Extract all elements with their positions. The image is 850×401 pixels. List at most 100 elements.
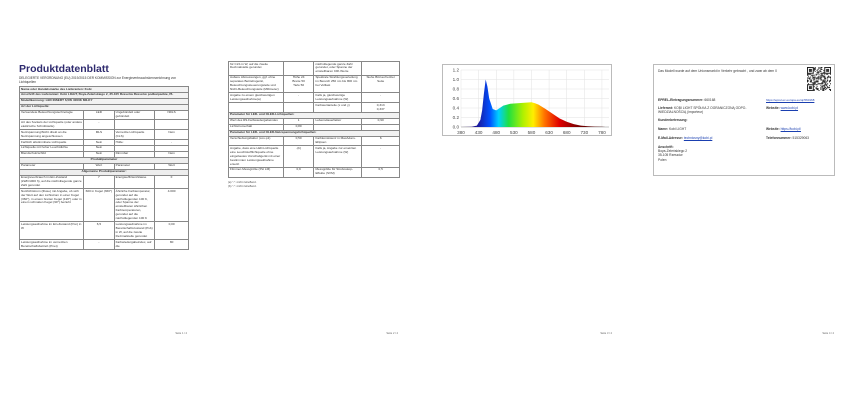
table-cell: F	[154, 174, 189, 190]
intro-text: Das Modell wurde auf dem Unionsmarkt in …	[658, 69, 777, 73]
website2-link[interactable]: https://kobi.pl/	[780, 127, 801, 131]
address-line: 35-105 Rzeszów	[658, 153, 683, 158]
page-title: Produktdatenblatt	[19, 63, 109, 75]
table-row: Verwendete Beleuchtungstechnologie LED Ung…	[18, 109, 189, 121]
table-cell: Angabe, dass eine LED-Lichtquelle eine L…	[228, 145, 284, 168]
table-cell: Vernetzte Lichtquelle (CLS)	[113, 129, 156, 141]
website-link[interactable]: www.kobi.pl	[780, 106, 799, 110]
table-cell: für CLS in W, auf die zweite Dezimalstel…	[228, 61, 284, 76]
eprel-link[interactable]: https://eprel.ec.europa.eu/qr/660168	[766, 98, 815, 102]
table-cell: Art der Lichtquelle:	[19, 103, 189, 111]
table-row: Netzspannung/Nicht direkt an die Netzspa…	[18, 129, 189, 141]
table-cell: Falls ja, Angabe zur ersetzten Leistungs…	[313, 145, 363, 168]
address-line: Polen	[658, 157, 667, 162]
table-cell: 600 in Kugel (360°)	[83, 188, 115, 223]
table-row: Leistungsaufnahme im Ein-Zustand (Pon) i…	[18, 221, 189, 241]
table-cell: nächstliegende ganze Zahl gerundet, oder…	[313, 61, 363, 76]
eprel-label: EPREL-Eintragungsnummer:	[658, 98, 704, 102]
table-cell: Spektrale Strahlungsverteilung im Bereic…	[313, 74, 363, 94]
table-cell: 0,00	[154, 221, 189, 241]
x-tick-label: 580	[528, 130, 536, 135]
page-number: Seite 1 / 4	[175, 332, 187, 335]
address-label: Anschrift:	[658, 145, 674, 149]
table-row: Flimmer-Messgröße (Pst LM) 0,9 Messgröße f…	[228, 166, 400, 178]
qr-code-icon[interactable]	[807, 67, 831, 91]
table-cell: 4.000	[154, 188, 189, 223]
table-cell	[154, 119, 189, 131]
table-row: Wert des R9-Farbwiedergabeindex 1 Lebensda…	[228, 117, 400, 125]
y-tick-label: 0.8	[453, 87, 460, 92]
table-cell: 80	[154, 239, 189, 250]
table-cell: Flimmer-Messgröße (Pst LM)	[228, 166, 284, 178]
y-tick-label: 1.2	[453, 68, 460, 73]
table-row: Verschiebungsfaktor (cos φ1) 0,50 Farbkons…	[228, 135, 400, 147]
table-cell	[282, 61, 315, 76]
x-tick-label: 780	[598, 130, 606, 135]
table-cell: Netzspannung/Nicht direkt an die Netzspa…	[18, 129, 85, 141]
table-row: für CLS in W, auf die zweite Dezimalstel…	[228, 61, 400, 76]
table-cell: Verschiebungsfaktor (cos φ1)	[228, 135, 284, 147]
product-table-1: Name oder Handelsmarke des Lieferanten: …	[18, 86, 189, 250]
table-cell: 7	[83, 174, 115, 190]
x-tick-label: 730	[580, 130, 588, 135]
table-row: Farbwertanteile (x und y) 0,313 0,337	[228, 102, 400, 113]
table-cell: Energieeffizienzklasse	[113, 174, 156, 190]
y-tick-label: 0.6	[453, 96, 460, 101]
email-link[interactable]: technicsny@kobi.pl	[683, 136, 713, 140]
table-cell: 6,5	[83, 221, 115, 241]
table-cell: Falls ja, gleichwertige Leistungsaufnahm…	[313, 92, 363, 104]
table-cell: MLS	[83, 129, 115, 141]
supplier-name: KOBI LIGHT SPÓŁKA Z OGRANICZONĄ ODPO-WIE…	[658, 106, 747, 114]
table-cell: 0,5	[361, 166, 400, 178]
table-cell: Leistungsaufnahme im Bereitschaftszustan…	[113, 221, 156, 241]
spectrum-chart: 0.0 0.2 0.4 0.6 0.8 1.0 1.2 380 430 480 530 580 630 6…	[442, 64, 612, 136]
name-label: Name:	[658, 127, 669, 131]
table-row: Art des Sockels der Lichtquelle (oder an…	[18, 119, 189, 131]
table-cell: Äußere Abmessungen, ggf. ohne separates …	[228, 74, 284, 94]
x-tick-label: 430	[475, 130, 483, 135]
table-cell: Farbwiedergabeindex, auf die	[113, 239, 156, 250]
table-cell: Leistungsaufnahme im vernetzten Bereitsc…	[18, 239, 85, 250]
table-cell: Allgemeine Produktparameter:	[19, 168, 189, 176]
email-label: E-Mail-Adresse:	[658, 136, 683, 140]
spectrum-area	[461, 79, 606, 127]
table-cell: -	[83, 239, 115, 250]
table-cell: Messgröße für Stroboskop-Effekte (SVM)	[313, 166, 363, 178]
table-row: Äußere Abmessungen, ggf. ohne separates …	[228, 74, 400, 94]
table-cell: Angabe zu einem gleichwertigen Leistungs…	[228, 92, 284, 104]
name-value: Kobi LIGHT	[669, 127, 687, 131]
x-tick-label: 530	[510, 130, 518, 135]
table-cell: Nein	[154, 129, 189, 141]
eprel-number: 660168	[704, 98, 716, 102]
table-cell: Siehe Bild auf letzter Seite	[361, 74, 400, 94]
table-cell: Art des Sockels der Lichtquelle (oder an…	[18, 119, 85, 131]
website-label: Website:	[766, 106, 780, 110]
page-1: Produktdatenblatt DELEGIERTE VERORDNUNG …	[15, 58, 191, 338]
supplier-info: Das Modell wurde auf dem Unionsmarkt in …	[653, 64, 835, 176]
table-cell: Leistungsaufnahme im Ein-Zustand (Pon) i…	[18, 221, 85, 241]
table-cell: Energieverbrauch im Ein-Zustand (kWh/100…	[18, 174, 85, 190]
table-row: Leistungsaufnahme im vernetzten Bereitsc…	[18, 239, 189, 250]
table-cell: -	[282, 92, 315, 104]
x-tick-label: 680	[563, 130, 571, 135]
y-tick-label: 1.0	[453, 77, 460, 82]
website2-label: Website:	[766, 127, 780, 131]
table-cell	[228, 102, 284, 113]
table-cell: Nutzlichtstrom (Φuse) mit Angabe, ob sic…	[18, 188, 85, 223]
table-cell: -(b)	[282, 145, 315, 168]
table-cell: 0,9	[282, 166, 315, 178]
table-cell: -	[361, 92, 400, 104]
table-cell: -	[83, 119, 115, 131]
page-number: Seite 2 / 4	[386, 332, 398, 335]
table-cell: 0,313 0,337	[361, 102, 400, 113]
table-row: Angabe zu einem gleichwertigen Leistungs…	[228, 92, 400, 104]
table-cell	[113, 119, 156, 131]
page-3: 0.0 0.2 0.4 0.6 0.8 1.0 1.2 380 430 480 530 580 630 6…	[438, 58, 616, 338]
y-tick-label: 0.0	[453, 125, 460, 130]
x-tick-label: 630	[545, 130, 553, 135]
regulation-text: DELEGIERTE VERORDNUNG (EU) 2019/2015 DER…	[19, 76, 177, 84]
table-cell: Farbwertanteile (x und y)	[313, 102, 363, 113]
table-cell: 0,50	[282, 135, 315, 147]
table-row: Nutzlichtstrom (Φuse) mit Angabe, ob sic…	[18, 188, 189, 223]
phone-value: 515329063	[792, 136, 810, 140]
